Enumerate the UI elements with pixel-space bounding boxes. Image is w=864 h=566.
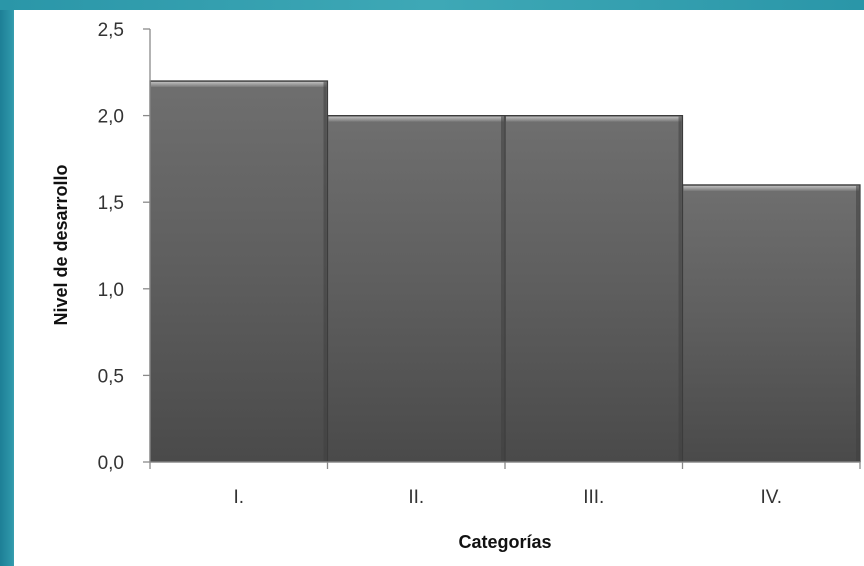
- y-tick-label: 2,0: [98, 107, 124, 128]
- y-tick-label: 0,0: [98, 453, 124, 474]
- bar: [149, 80, 329, 463]
- bar-bevel: [683, 185, 859, 191]
- y-tick-label: 2,5: [98, 20, 124, 41]
- x-tick-label: I.: [233, 487, 244, 508]
- labels: 0,0 0,5 1,0 1,5 2,0 2,5 I. II. III. IV.: [98, 20, 782, 508]
- bar-edge-shadow: [856, 185, 859, 461]
- y-tick-label: 1,0: [98, 280, 124, 301]
- y-tick-label: 1,5: [98, 193, 124, 214]
- x-axis-title: Categorías: [458, 532, 551, 552]
- bar-bevel: [506, 116, 682, 122]
- y-axis-title: Nivel de desarrollo: [51, 164, 71, 325]
- bar: [504, 114, 684, 463]
- bar-edge-shadow: [678, 116, 682, 461]
- bars: [149, 80, 861, 463]
- bar-edge-shadow: [323, 81, 327, 462]
- slide-top-band: [0, 0, 864, 10]
- bar-bevel: [151, 81, 327, 87]
- bar-edge-shadow: [501, 116, 504, 461]
- axes: [143, 28, 861, 469]
- bar: [681, 184, 861, 463]
- x-tick-label: IV.: [761, 487, 783, 508]
- bar: [326, 114, 506, 463]
- x-tick-label: II.: [408, 487, 424, 508]
- x-tick-label: III.: [583, 487, 604, 508]
- y-tick-label: 0,5: [98, 366, 124, 387]
- bar-bevel: [328, 116, 504, 122]
